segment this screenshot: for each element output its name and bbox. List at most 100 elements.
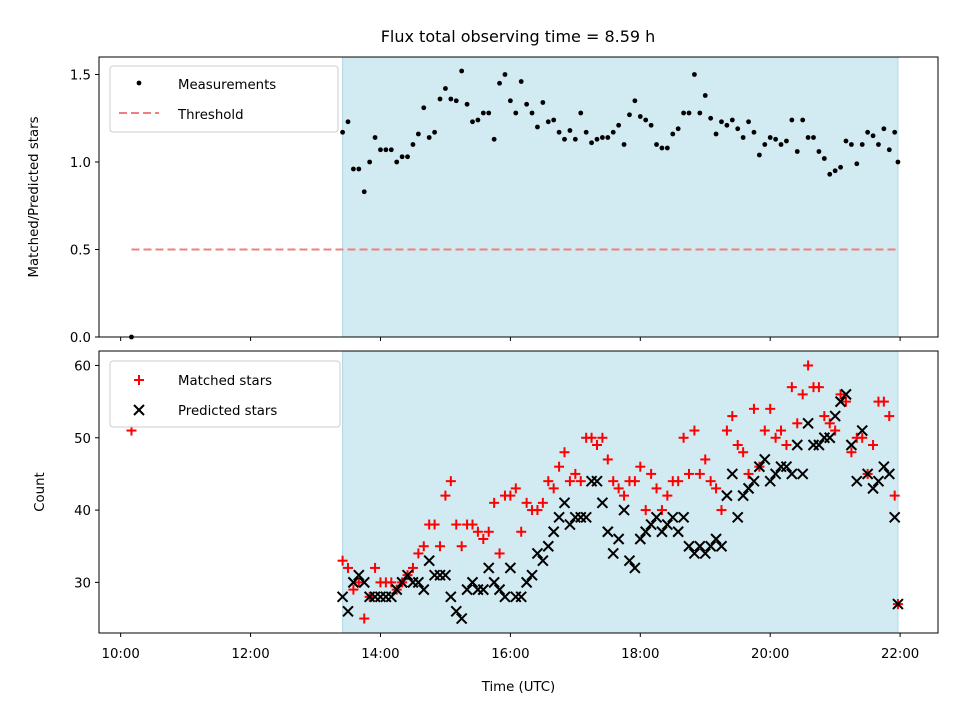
matched-star-point bbox=[819, 411, 830, 422]
legend-measurements-label: Measurements bbox=[178, 78, 276, 93]
matched-star-point bbox=[678, 432, 689, 443]
matched-star-point bbox=[759, 425, 770, 436]
predicted-star-point bbox=[553, 511, 565, 524]
predicted-star-point bbox=[704, 540, 717, 552]
matched-star-point bbox=[516, 526, 527, 537]
measurement-point bbox=[535, 124, 540, 130]
measurement-point bbox=[800, 117, 806, 123]
measurement-point bbox=[502, 72, 508, 77]
matched-star-point bbox=[694, 468, 705, 479]
predicted-star-point bbox=[688, 547, 701, 560]
matched-star-point bbox=[792, 418, 803, 429]
matched-star-point bbox=[537, 497, 548, 508]
matched-star-point bbox=[640, 505, 651, 516]
matched-star-point bbox=[721, 425, 732, 436]
measurement-point bbox=[789, 117, 795, 123]
legend-threshold-label: Threshold bbox=[177, 108, 244, 123]
measurement-point bbox=[681, 110, 686, 116]
x-tick-label: 12:00 bbox=[231, 647, 269, 662]
measurement-point bbox=[399, 154, 405, 160]
measurement-point bbox=[876, 142, 881, 147]
predicted-star-point bbox=[856, 424, 868, 437]
predicted-star-point bbox=[861, 468, 874, 480]
measurement-point bbox=[805, 135, 811, 140]
predicted-star-point bbox=[418, 583, 430, 596]
matched-star-point bbox=[483, 526, 494, 537]
measurement-point bbox=[491, 136, 497, 142]
predicted-star-point bbox=[385, 591, 398, 603]
measurement-point bbox=[702, 93, 708, 98]
matched-star-point bbox=[591, 440, 602, 450]
measurement-point bbox=[838, 164, 843, 170]
measurement-point bbox=[459, 68, 465, 74]
matched-star-point bbox=[440, 490, 451, 501]
count-panel: 30 40 50 60 10:00 12:00 14:00 16:00 18:00 20:00 2… bbox=[33, 350, 939, 695]
matched-star-point bbox=[532, 505, 543, 516]
measurement-point bbox=[551, 117, 557, 123]
matched-star-point bbox=[586, 432, 597, 443]
measurement-point bbox=[886, 147, 892, 153]
measurement-point bbox=[892, 129, 898, 135]
measurement-point bbox=[740, 135, 746, 140]
predicted-star-point bbox=[618, 504, 630, 516]
predicted-star-point bbox=[347, 576, 360, 589]
matched-star-point bbox=[629, 476, 640, 487]
matched-star-point bbox=[407, 562, 418, 573]
predicted-star-point bbox=[796, 468, 809, 480]
measurement-point bbox=[659, 145, 665, 151]
matched-star-point bbox=[824, 418, 835, 429]
y-tick-label: 40 bbox=[74, 504, 91, 519]
legend-measurement-marker bbox=[136, 80, 142, 86]
matched-star-point bbox=[543, 476, 554, 487]
predicted-star-point bbox=[683, 540, 695, 552]
measurement-point bbox=[567, 128, 573, 133]
measurement-point bbox=[794, 149, 800, 154]
predicted-star-point bbox=[650, 511, 663, 524]
measurement-point bbox=[572, 136, 578, 142]
measurement-point bbox=[443, 86, 448, 91]
matched-star-point bbox=[134, 375, 144, 385]
predicted-star-point bbox=[526, 569, 538, 581]
matched-star-point bbox=[489, 497, 500, 508]
predicted-star-point bbox=[888, 511, 901, 524]
matched-star-point bbox=[435, 541, 446, 552]
measurement-point bbox=[383, 147, 389, 153]
legend-matched-label: Matched stars bbox=[178, 374, 272, 389]
predicted-star-point bbox=[883, 468, 895, 480]
measurement-point bbox=[394, 159, 400, 165]
predicted-star-point bbox=[455, 612, 468, 625]
predicted-star-point bbox=[488, 576, 500, 589]
matched-star-point bbox=[353, 577, 364, 588]
measurement-point bbox=[448, 96, 454, 102]
measurement-point bbox=[654, 142, 659, 147]
predicted-star-point bbox=[851, 475, 863, 487]
matched-star-point bbox=[505, 490, 516, 501]
predicted-star-point bbox=[342, 605, 354, 618]
measurement-point bbox=[848, 142, 854, 147]
measurement-point bbox=[356, 166, 362, 172]
predicted-star-point bbox=[423, 554, 435, 567]
matched-star-point bbox=[884, 411, 895, 422]
predicted-star-point bbox=[710, 533, 722, 545]
predicted-star-point bbox=[483, 562, 495, 574]
predicted-star-point bbox=[672, 526, 684, 538]
matched-star-point bbox=[700, 454, 711, 465]
y-tick-label: 60 bbox=[74, 359, 91, 374]
measurement-point bbox=[708, 115, 714, 121]
measurement-point bbox=[746, 119, 751, 125]
predicted-star-point bbox=[892, 598, 904, 610]
matched-star-point bbox=[656, 505, 667, 516]
x-tick-label: 20:00 bbox=[751, 647, 789, 662]
predicted-star-point bbox=[629, 562, 641, 574]
measurement-point bbox=[827, 171, 833, 177]
y-tick-label: 1.5 bbox=[70, 69, 91, 84]
matched-star-point bbox=[765, 403, 776, 414]
predicted-star-point bbox=[537, 554, 549, 567]
measurement-point bbox=[664, 145, 670, 151]
matched-star-point bbox=[348, 584, 359, 595]
matched-star-point bbox=[635, 461, 646, 472]
matched-star-point bbox=[359, 613, 370, 624]
predicted-star-point bbox=[542, 540, 554, 552]
predicted-star-point bbox=[133, 404, 145, 416]
